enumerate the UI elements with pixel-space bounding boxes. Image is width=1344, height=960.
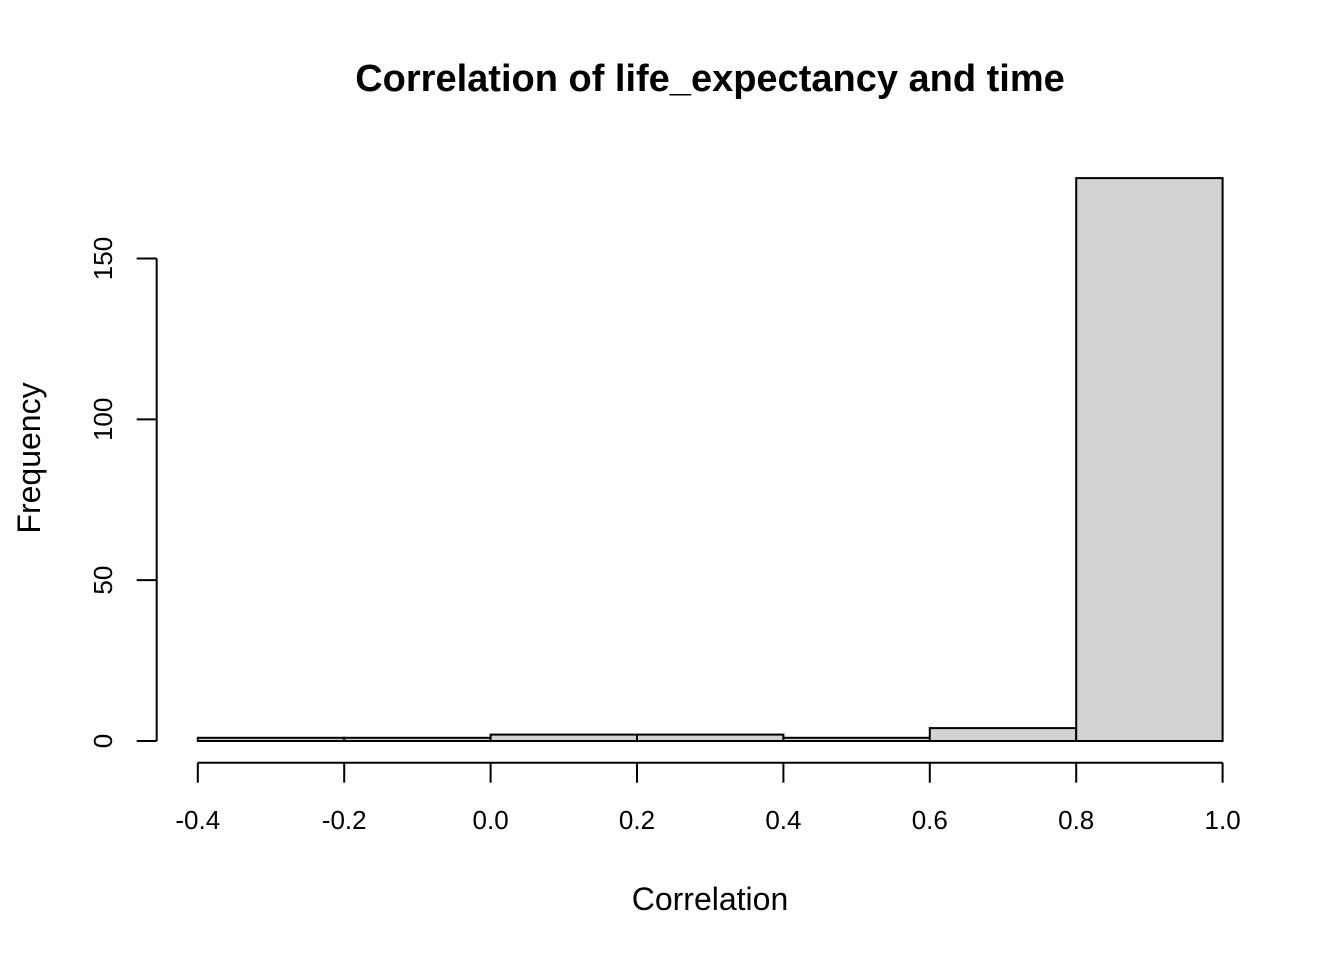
x-axis: -0.4 -0.2 0.0 0.2 0.4 0.6 0.8 1.0 [175,761,1241,835]
x-tick-label: 0.8 [1058,805,1094,835]
y-axis: 0 50 100 150 [88,237,158,748]
x-tick-label: 1.0 [1205,805,1241,835]
x-tick-label: 0.4 [765,805,801,835]
x-tick-label: -0.4 [175,805,220,835]
histogram-bars-group [196,177,1224,743]
x-tick-label: 0.2 [619,805,655,835]
chart-title: Correlation of life_expectancy and time [355,58,1065,100]
x-tick-label: -0.2 [322,805,367,835]
y-tick-label: 150 [88,237,118,280]
y-tick-label: 100 [88,398,118,441]
y-tick-label: 0 [88,734,118,748]
histogram-bar [343,736,492,742]
histogram-bar [782,736,931,742]
y-tick-label: 50 [88,566,118,595]
histogram-bar [489,733,638,742]
histogram-bar [636,733,785,742]
x-tick-label: 0.6 [912,805,948,835]
histogram-bar [196,736,346,742]
histogram-bar [928,727,1078,742]
x-axis-title: Correlation [632,881,789,917]
histogram-bar [1075,177,1224,743]
x-tick-label: 0.0 [473,805,509,835]
y-axis-title: Frequency [11,382,47,533]
